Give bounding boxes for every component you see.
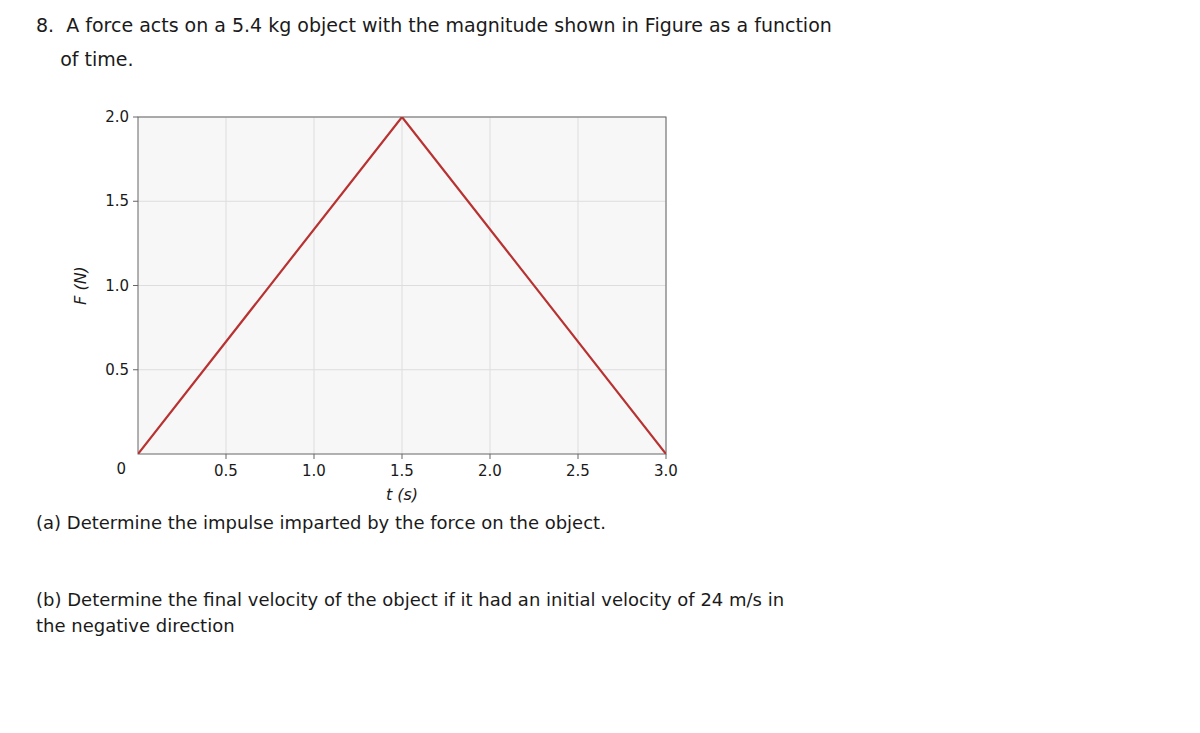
- tick-label: 1.0: [105, 277, 129, 295]
- y-axis-label: F (N): [71, 266, 90, 305]
- tick-mark: [133, 369, 138, 370]
- origin-label: 0: [116, 460, 126, 478]
- annotation: (b) Determine the final velocity of the …: [36, 589, 784, 636]
- tick-mark: [133, 117, 138, 118]
- annotation: (a) Determine the impulse imparted by th…: [36, 512, 606, 533]
- chart: 8. A force acts on a 5.4 kg object with …: [0, 0, 1200, 733]
- tick-label: 2.5: [566, 462, 590, 480]
- tick-mark: [666, 454, 667, 459]
- plot-area: [138, 117, 666, 454]
- data-line: [138, 117, 666, 454]
- tick-mark: [226, 454, 227, 459]
- title: 8. A force acts on a 5.4 kg object with …: [36, 14, 832, 70]
- tick-label: 1.0: [302, 462, 326, 480]
- tick-mark: [490, 454, 491, 459]
- tick-mark: [402, 454, 403, 459]
- tick-label: 2.0: [478, 462, 502, 480]
- tick-mark: [578, 454, 579, 459]
- tick-label: 1.5: [390, 462, 414, 480]
- x-axis-label: t (s): [386, 485, 418, 504]
- data-group: [138, 117, 666, 454]
- tick-label: 1.5: [105, 192, 129, 210]
- tick-label: 2.0: [105, 108, 129, 126]
- background: [0, 0, 1200, 733]
- tick-label: 0.5: [105, 361, 129, 379]
- grid-line: [138, 201, 666, 202]
- tick-mark: [133, 285, 138, 286]
- plot-frame: [138, 117, 666, 454]
- tick-label: 3.0: [654, 462, 678, 480]
- grid: [138, 117, 666, 454]
- grid-line: [138, 369, 666, 370]
- tick-mark: [314, 454, 315, 459]
- tick-label: 0.5: [214, 462, 238, 480]
- tick-mark: [133, 201, 138, 202]
- grid-line: [138, 285, 666, 286]
